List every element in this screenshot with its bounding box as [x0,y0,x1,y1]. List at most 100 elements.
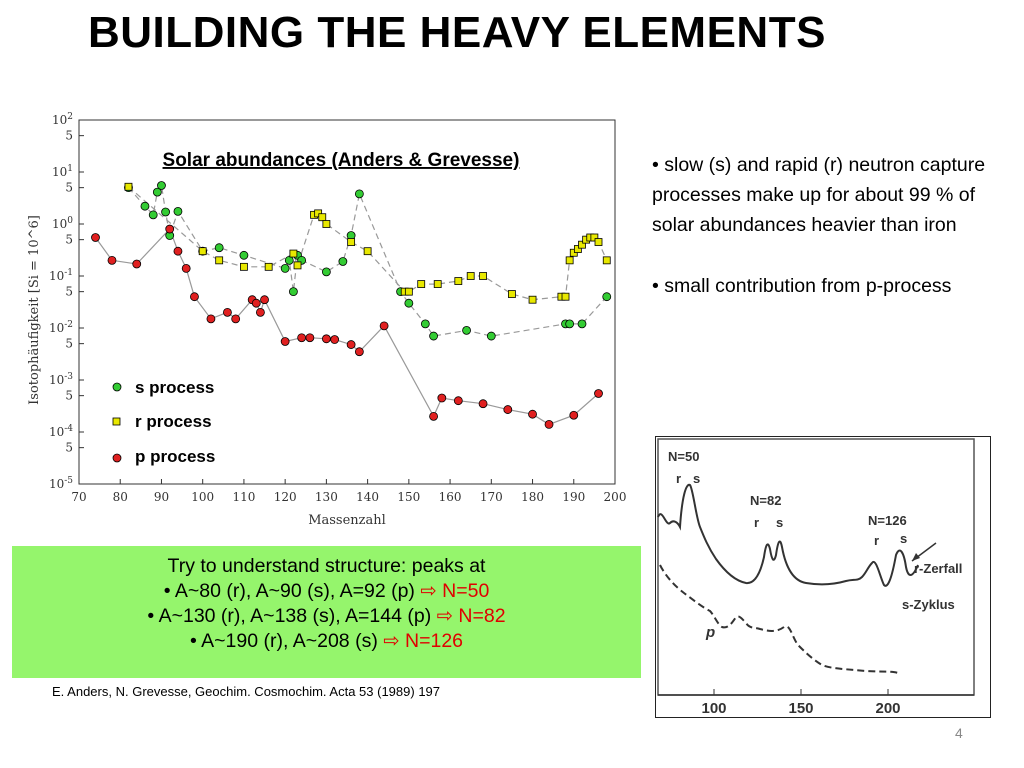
series-p-point [107,255,117,265]
y-tick-label: 101 [52,164,73,179]
series-p-point [379,321,389,331]
x-tick-label: 140 [356,490,379,504]
series-s-point [420,319,430,329]
series-p-curve [659,564,899,674]
series-r-point [124,182,133,191]
series-r-point [215,256,224,265]
inset-chart-frame: 100 150 200 N=50 r s N=82 r s N=126 r s … [655,436,991,718]
y-tick-label: 5 [65,129,73,143]
x-tick-label: 130 [315,490,338,504]
series-r-point [479,272,487,280]
series-p-point [206,314,216,324]
series-s-point [140,201,150,211]
arrow-head-icon [912,553,920,561]
series-s-point [486,331,496,341]
x-tick-label: 100 [701,700,726,717]
callout-result: N=126 [405,630,464,652]
series-r-point [561,292,570,301]
arrow-right-icon: ⇨ [436,605,453,627]
series-s-point [148,210,158,220]
series-s-point [173,206,183,216]
callout-result: N=50 [442,580,490,602]
series-p-point [256,307,265,317]
x-tick-label: 90 [154,490,169,504]
legend: s process r process p process [112,378,215,466]
series-p-point [173,246,183,256]
series-r-point [590,233,599,242]
annotation-s: s [776,515,783,530]
x-tick-label: 70 [71,490,86,504]
x-tick-label: 150 [788,700,813,717]
bullet-item: • small contribution from p-process [652,275,952,297]
series-p-point [544,420,554,429]
series-p-point [280,337,290,346]
x-tick-label: 200 [604,490,627,504]
y-tick-label: 10-3 [49,372,73,387]
y-tick-label: 10-4 [49,424,73,439]
legend-marker-r [112,417,121,426]
callout-text: • A~190 (r), A~208 (s) [189,630,378,652]
series-s-point [280,264,290,273]
series-p-point [429,411,438,421]
series-s-point [429,331,438,341]
x-tick-label: 150 [397,490,420,504]
bullet-item: • slow (s) and rapid (r) neutron capture… [652,154,986,236]
series-r-point [433,280,442,288]
series-s-point [321,267,331,277]
y-tick-label: 5 [65,233,73,247]
x-tick-label: 160 [439,490,462,504]
callout-box: Try to understand structure: peaks at • … [12,546,641,678]
y-tick-label: 5 [65,441,73,455]
annotation-n126: N=126 [868,513,907,528]
series-p-point [231,314,241,324]
x-tick-label: 200 [875,700,900,717]
y-tick-label: 100 [52,216,73,231]
series-p-point [297,333,307,343]
series-p-point [478,399,488,409]
y-tick-label: 5 [65,337,73,351]
y-tick-label: 10-5 [49,476,73,491]
x-axis: 70 80 90 100 110 120 130 140 150 160 170 180 190 200 [71,479,626,504]
series-p-point [251,298,261,308]
series-p-point [165,224,175,234]
y-tick-label: 102 [52,112,73,127]
series-s-point [152,187,162,197]
series-r-point [573,245,582,253]
callout-text: • A~130 (r), A~138 (s), A=144 (p) [147,605,432,627]
series-s-point [462,325,471,335]
x-tick-label: 170 [480,490,503,504]
callout-line: • A~190 (r), A~208 (s) ⇨ N=126 [12,629,641,654]
annotation-r: r [754,515,759,530]
x-tick-label: 100 [191,490,214,504]
series-r-point [578,240,586,249]
series-r-point [454,277,463,285]
annotation-r: r [874,533,879,548]
legend-label-r: r process [135,412,212,431]
series-r-point [417,280,426,288]
plot-frame [78,119,616,485]
series-p-point [91,233,100,242]
slide-title: BUILDING THE HEAVY ELEMENTS [88,8,826,57]
callout-line: Try to understand structure: peaks at [167,555,486,577]
inset-chart: 100 150 200 N=50 r s N=82 r s N=126 r s … [657,438,975,717]
annotation-s: s [693,471,700,486]
chart-title: Solar abundances (Anders & Grevesse) [163,150,520,171]
series-r-point [594,238,603,246]
series-r-point [318,213,327,222]
annotation-s-zyklus: s-Zyklus [902,597,955,612]
x-tick-label: 120 [274,490,297,504]
x-axis-label: Massenzahl [308,513,386,528]
arrow-right-icon: ⇨ [420,580,437,602]
series-s-point [404,298,414,308]
series-p-point [594,389,603,398]
arrow-right-icon: ⇨ [383,630,400,652]
y-axis-label: Isotophäufigkeit [Si = 10^6] [27,215,42,405]
callout-text: • A~80 (r), A~90 (s), A=92 (p) [163,580,415,602]
series-r-point [508,290,516,298]
legend-label-s: s process [135,378,214,397]
series-p-point [330,335,340,344]
x-tick-label: 80 [113,490,128,504]
page-number: 4 [955,725,963,741]
series-p-point [260,295,269,305]
series-p-point [354,347,364,357]
